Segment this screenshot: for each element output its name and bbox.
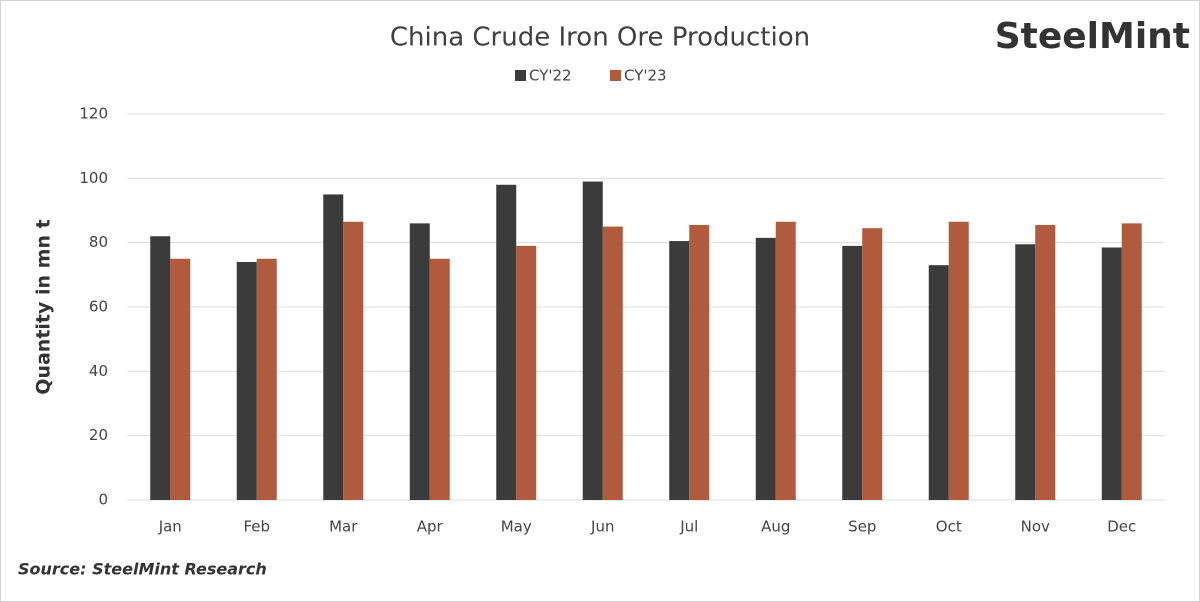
x-tick-label: May — [501, 518, 532, 536]
bar — [170, 258, 191, 500]
y-tick-label: 0 — [98, 491, 108, 509]
x-tick-label: Jun — [590, 518, 614, 536]
bar — [862, 228, 883, 501]
y-tick-label: 120 — [79, 105, 108, 123]
brand-logo: SteelMint — [995, 16, 1190, 57]
x-tick-label: Sep — [848, 518, 876, 536]
x-tick-label: Oct — [936, 518, 962, 536]
bar — [256, 258, 277, 500]
bar — [343, 221, 364, 500]
x-tick-label: Dec — [1107, 518, 1136, 536]
bar — [1121, 223, 1142, 500]
source-note: Source: SteelMint Research — [18, 560, 267, 579]
bar — [429, 258, 450, 500]
bar — [1101, 247, 1122, 500]
bar — [602, 226, 623, 501]
y-tick-label: 80 — [89, 233, 108, 251]
y-tick-label: 100 — [79, 169, 108, 187]
legend-label: CY'23 — [624, 67, 667, 85]
y-tick-label: 60 — [89, 298, 108, 316]
bar — [236, 261, 257, 500]
x-tick-label: Apr — [417, 518, 444, 536]
y-axis-label: Quantity in mn t — [33, 219, 55, 394]
bar — [928, 265, 949, 500]
bar — [1015, 244, 1036, 500]
bar — [842, 245, 863, 500]
bar — [150, 236, 171, 500]
bar — [689, 224, 710, 500]
bar — [516, 245, 537, 500]
bar — [582, 181, 603, 501]
bar — [323, 194, 344, 500]
chart-title: China Crude Iron Ore Production — [390, 23, 810, 53]
legend-swatch — [515, 70, 526, 81]
x-tick-label: Jul — [679, 518, 698, 536]
bar — [948, 221, 969, 500]
x-tick-label: Mar — [329, 518, 358, 536]
legend-label: CY'22 — [529, 67, 572, 85]
x-tick-label: Nov — [1021, 518, 1050, 536]
bar — [1035, 224, 1056, 500]
bar — [775, 221, 796, 500]
x-tick-label: Aug — [761, 518, 790, 536]
bar — [496, 184, 517, 500]
y-tick-label: 20 — [89, 426, 108, 444]
bar — [755, 237, 776, 500]
x-tick-label: Feb — [243, 518, 270, 536]
x-tick-label: Jan — [158, 518, 182, 536]
bar — [669, 241, 690, 500]
bar — [409, 223, 430, 500]
y-tick-label: 40 — [89, 362, 108, 380]
legend-swatch — [610, 70, 621, 81]
